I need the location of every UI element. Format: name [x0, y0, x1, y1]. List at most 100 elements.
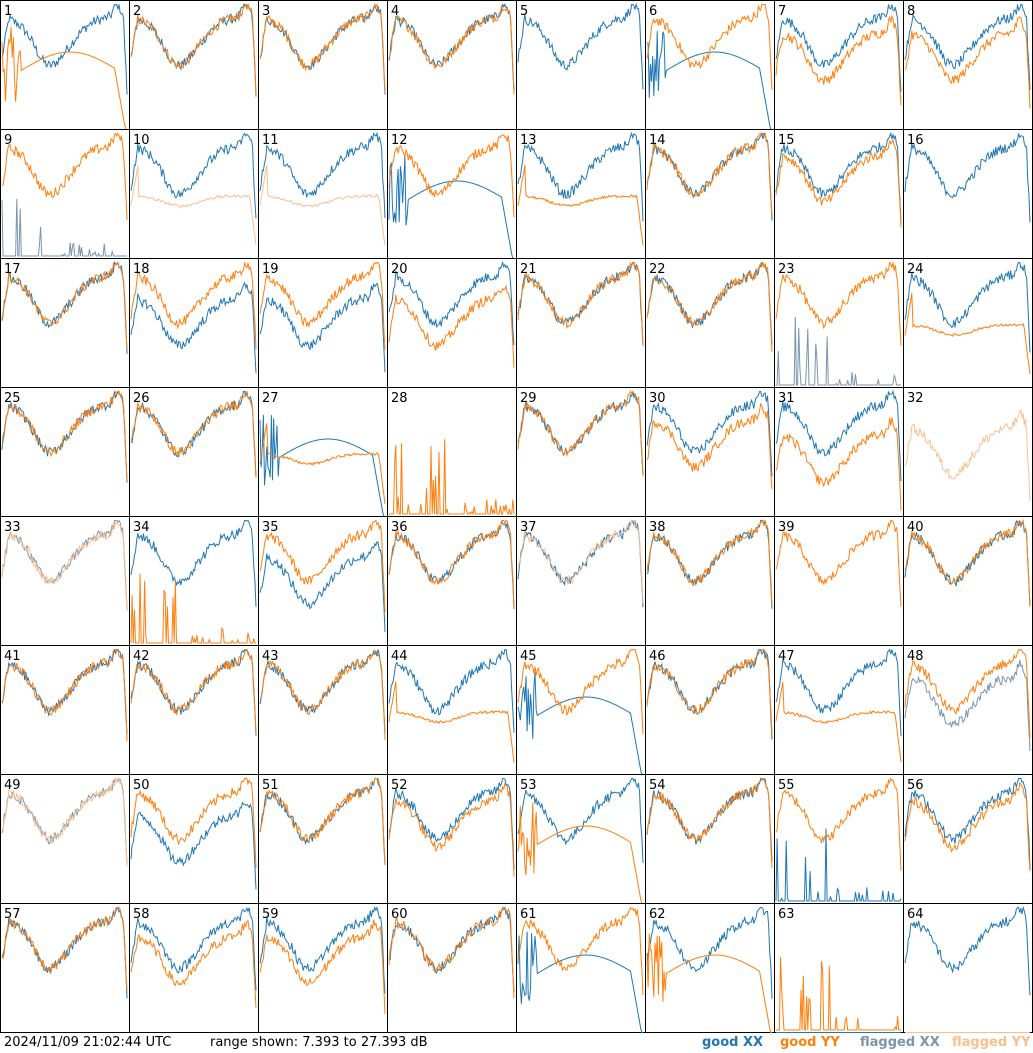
panel-label: 48 [907, 649, 924, 664]
panel-border [903, 645, 1033, 775]
panel-19: 19 [258, 258, 388, 388]
panel-label: 15 [778, 133, 795, 148]
panel-46: 46 [645, 645, 775, 775]
series-xx-flagged [904, 660, 1031, 752]
panel-44: 44 [387, 645, 517, 775]
series-xx-good [1, 390, 128, 483]
panel-40: 40 [903, 516, 1033, 646]
panel-13: 13 [516, 129, 646, 259]
panel-label: 32 [907, 391, 924, 406]
panel-12: 12 [387, 129, 517, 259]
series-xx-good [775, 131, 902, 224]
series-xx-good [517, 131, 644, 222]
panel-22: 22 [645, 258, 775, 388]
series-yy-flagged [130, 165, 257, 245]
series-yy-good [388, 5, 515, 95]
panel-label: 5 [520, 4, 528, 19]
panel-58: 58 [129, 903, 259, 1033]
series-yy-good [775, 417, 902, 511]
series-yy-good [1, 27, 127, 130]
series-yy-good [904, 293, 1031, 374]
series-yy-flagged [517, 520, 644, 604]
panel-label: 3 [262, 4, 270, 19]
panel-label: 55 [778, 778, 795, 793]
series-yy-good [388, 519, 515, 608]
panel-label: 57 [4, 907, 21, 922]
footer: 2024/11/09 21:02:44 UTC range shown: 7.3… [0, 1033, 1033, 1053]
series-xx-flagged [1, 519, 128, 611]
panel-border [129, 516, 259, 646]
series-xx-good [775, 828, 902, 902]
series-xx-good [1, 649, 128, 734]
panel-border [516, 129, 646, 259]
panel-border [387, 387, 517, 517]
series-xx-good [388, 649, 515, 733]
panel-28: 28 [387, 387, 517, 517]
series-xx-good [130, 132, 257, 219]
panel-border [0, 258, 130, 388]
series-yy-good [775, 138, 902, 228]
panel-label: 1 [4, 4, 12, 19]
series-xx-good [647, 261, 773, 346]
panel-14: 14 [645, 129, 775, 259]
panel-33: 33 [0, 516, 130, 646]
series-yy-good [389, 439, 515, 516]
series-yy-good [1, 132, 128, 221]
series-xx-good [517, 391, 644, 476]
panel-label: 41 [4, 649, 21, 664]
series-xx-good [517, 519, 644, 608]
panel-border [774, 774, 904, 904]
series-xx-good [388, 906, 515, 992]
panel-border [903, 258, 1033, 388]
series-yy-good [259, 423, 386, 505]
panel-border [645, 774, 775, 904]
panel-label: 43 [262, 649, 279, 664]
panel-label: 56 [907, 778, 924, 793]
panel-51: 51 [258, 774, 388, 904]
series-xx-good [904, 778, 1031, 870]
series-yy-good [388, 284, 515, 368]
panel-border [387, 258, 517, 388]
panel-39: 39 [774, 516, 904, 646]
panel-label: 42 [133, 649, 150, 664]
panel-label: 54 [649, 778, 666, 793]
panel-label: 24 [907, 262, 924, 277]
panel-label: 30 [649, 391, 666, 406]
series-yy-good [775, 777, 902, 871]
panel-34: 34 [129, 516, 259, 646]
series-yy-flagged [904, 408, 1031, 502]
series-xx-good [130, 648, 257, 736]
panel-label: 59 [262, 907, 279, 922]
panel-18: 18 [129, 258, 259, 388]
panel-label: 37 [520, 520, 537, 535]
legend-good-yy: good YY [780, 1035, 840, 1050]
series-xx-good [1, 907, 128, 999]
series-yy-good [130, 573, 256, 644]
series-yy-good [259, 2, 386, 93]
panel-label: 18 [133, 262, 150, 277]
series-xx-good [259, 540, 386, 633]
panel-border [516, 258, 646, 388]
panel-label: 23 [778, 262, 795, 277]
panel-border [903, 129, 1033, 259]
panel-label: 33 [4, 520, 21, 535]
series-yy-good [1, 261, 128, 349]
panel-3: 3 [258, 0, 388, 130]
panel-36: 36 [387, 516, 517, 646]
series-yy-good [646, 648, 773, 735]
series-yy-good [646, 132, 773, 217]
panel-label: 58 [133, 907, 150, 922]
series-yy-good [259, 649, 386, 741]
series-xx-good [388, 260, 515, 346]
series-xx-good [646, 520, 773, 609]
series-xx-good [130, 3, 257, 97]
panel-label: 16 [907, 133, 924, 148]
panel-border [129, 774, 259, 904]
panel-label: 51 [262, 778, 279, 793]
panel-60: 60 [387, 903, 517, 1033]
panel-border [516, 516, 646, 646]
panel-border [129, 258, 259, 388]
series-yy-good [517, 390, 644, 476]
series-xx-good [259, 282, 386, 373]
series-xx-good [904, 262, 1031, 353]
